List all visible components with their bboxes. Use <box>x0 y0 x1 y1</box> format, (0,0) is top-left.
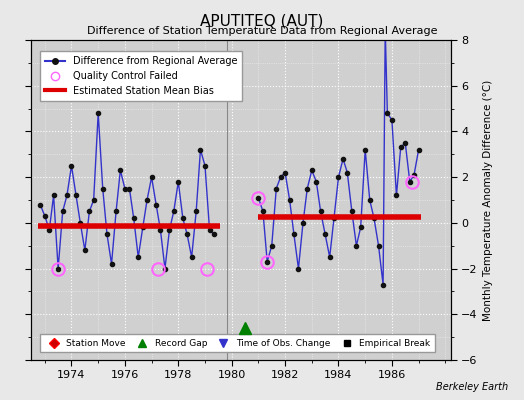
Y-axis label: Monthly Temperature Anomaly Difference (°C): Monthly Temperature Anomaly Difference (… <box>483 79 493 321</box>
Text: Berkeley Earth: Berkeley Earth <box>436 382 508 392</box>
Text: APUTITEQ (AUT): APUTITEQ (AUT) <box>200 14 324 29</box>
Text: Difference of Station Temperature Data from Regional Average: Difference of Station Temperature Data f… <box>87 26 437 36</box>
Legend: Station Move, Record Gap, Time of Obs. Change, Empirical Break: Station Move, Record Gap, Time of Obs. C… <box>40 334 435 352</box>
